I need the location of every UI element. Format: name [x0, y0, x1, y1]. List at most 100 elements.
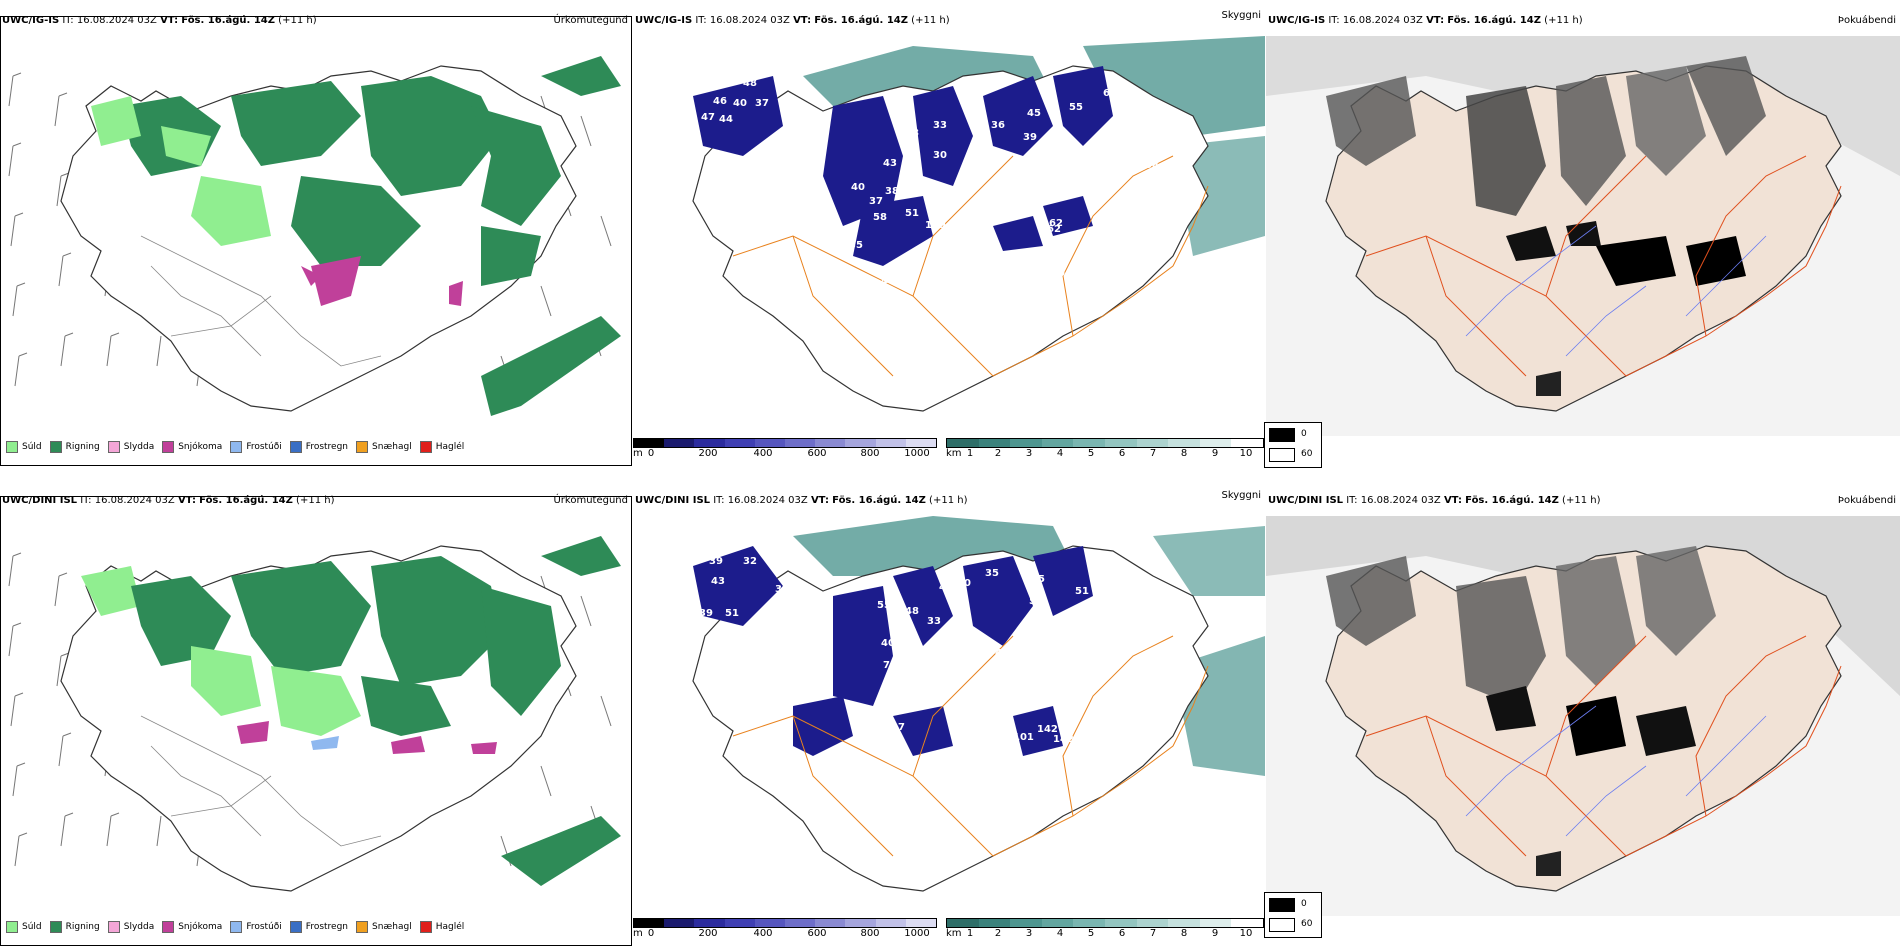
precip-map [1, 36, 630, 436]
map-frame [0, 16, 632, 466]
svg-text:43: 43 [883, 158, 897, 169]
svg-text:37: 37 [945, 253, 959, 264]
legend-item: Slydda [107, 441, 154, 453]
svg-text:74: 74 [923, 654, 937, 665]
svg-text:46: 46 [713, 96, 727, 107]
svg-text:125: 125 [1201, 264, 1222, 275]
svg-text:67: 67 [1051, 686, 1065, 697]
roads [140, 715, 382, 847]
precip-panel-top: UWC/IG-IS IT: 16.08.2024 03Z VT: Fös. 16… [0, 10, 632, 466]
svg-text:65: 65 [1103, 88, 1117, 99]
legend-item: Snæhagl [356, 921, 412, 933]
svg-text:58: 58 [1145, 160, 1159, 171]
legend-item: Haglél [419, 921, 464, 933]
legend-item: Snæhagl [356, 441, 412, 453]
legend-item: Frostregn [289, 921, 348, 933]
svg-text:456: 456 [1021, 46, 1042, 57]
cloud-base-areas [693, 546, 1093, 756]
panel-title: Skyggni [1221, 490, 1261, 501]
precip-legend: Súld Rigning Slydda Snjókoma Frostúði Fr… [6, 441, 464, 453]
precip-map-svg [8, 56, 621, 416]
panel-title: Þokuábendi [1837, 15, 1896, 26]
svg-text:39: 39 [1023, 132, 1037, 143]
precip-legend: Súld Rigning Slydda Snjókoma Frostúði Fr… [6, 921, 464, 933]
svg-text:35: 35 [849, 240, 863, 251]
svg-text:56: 56 [729, 540, 743, 551]
rivers [1465, 225, 1767, 357]
cloud-base-labels: 56 39 32 39 43 51 39 55 48 66 33 40 79 4… [699, 540, 1133, 761]
legend-item: Rigning [49, 441, 100, 453]
svg-text:60: 60 [1087, 606, 1101, 617]
svg-text:40: 40 [881, 638, 895, 649]
svg-text:58: 58 [873, 212, 887, 223]
model-name: UWC/IG-IS [2, 15, 60, 26]
legend-item: Súld [6, 921, 42, 933]
svg-text:188: 188 [993, 298, 1014, 309]
cloudbase-colorbar: m 0 200 400 600 800 1000 [633, 438, 943, 464]
svg-text:89: 89 [941, 206, 955, 217]
svg-text:51: 51 [905, 208, 919, 219]
svg-text:55: 55 [1069, 102, 1083, 113]
legend-item: Slydda [107, 921, 154, 933]
svg-text:40: 40 [939, 568, 953, 579]
fog-panel-top: UWC/IG-IS IT: 16.08.2024 03Z VT: Fös. 16… [1264, 10, 1900, 468]
svg-text:40: 40 [881, 276, 895, 287]
roads [732, 635, 1209, 857]
svg-text:51: 51 [1075, 586, 1089, 597]
visibility-colorbar: km 1 2 3 4 5 6 7 8 9 10 [946, 438, 1266, 464]
legend-item: Haglél [419, 441, 464, 453]
svg-text:48: 48 [743, 78, 757, 89]
cloudbase-unit: m [633, 448, 643, 459]
legend-item: Frostregn [289, 441, 348, 453]
precip-areas [91, 56, 621, 416]
roads [1365, 155, 1842, 377]
lead-time: (+11 h) [278, 15, 317, 26]
visibility-panel-bottom: UWC/DINI ISL IT: 16.08.2024 03Z VT: Fös.… [633, 490, 1265, 945]
svg-text:43: 43 [939, 582, 953, 593]
svg-text:79: 79 [883, 660, 897, 671]
svg-text:50: 50 [739, 156, 753, 167]
svg-text:47: 47 [891, 722, 905, 733]
legend-item: Snjókoma [162, 921, 222, 933]
svg-text:39: 39 [709, 556, 723, 567]
svg-text:76: 76 [1043, 650, 1057, 661]
panel-title: Úrkomutegund [553, 15, 628, 26]
svg-text:48: 48 [995, 648, 1009, 659]
cloud-base-areas [693, 66, 1113, 266]
svg-text:32: 32 [743, 556, 757, 567]
svg-text:45: 45 [875, 738, 889, 749]
svg-text:30: 30 [933, 150, 947, 161]
roads [140, 235, 382, 367]
panel-title: Úrkomutegund [553, 495, 628, 506]
svg-text:38: 38 [885, 186, 899, 197]
visibility-panel-top: UWC/IG-IS IT: 16.08.2024 03Z VT: Fös. 16… [633, 10, 1265, 465]
panel-header: UWC/IG-IS IT: 16.08.2024 03Z VT: Fös. 16… [1268, 15, 1583, 26]
fog-areas [1326, 56, 1766, 396]
cloud-base-labels: 456 48 46 40 37 47 44 36 50 43 40 38 37 … [701, 46, 1222, 309]
svg-text:37: 37 [869, 196, 883, 207]
panel-header: UWC/IG-IS IT: 16.08.2024 03Z VT: Fös. 16… [2, 15, 317, 26]
fog-areas [1326, 546, 1716, 876]
visibility-map: 56 39 32 39 43 51 39 55 48 66 33 40 79 4… [633, 516, 1265, 916]
svg-text:100: 100 [1095, 750, 1116, 761]
fog-legend: 0 60 [1264, 422, 1322, 468]
svg-text:129: 129 [925, 220, 946, 231]
valid-time: Fös. 16.ágú. 14Z [181, 15, 275, 26]
panel-title: Þokuábendi [1837, 495, 1896, 506]
svg-text:56: 56 [949, 716, 963, 727]
svg-text:45: 45 [1027, 108, 1041, 119]
svg-text:40: 40 [733, 98, 747, 109]
svg-text:36: 36 [991, 120, 1005, 131]
svg-text:47: 47 [701, 112, 715, 123]
fog-map [1266, 516, 1900, 916]
svg-text:33: 33 [927, 616, 941, 627]
svg-text:47: 47 [909, 644, 923, 655]
panel-header: UWC/DINI ISL IT: 16.08.2024 03Z VT: Fös.… [2, 495, 335, 506]
fog-map [1266, 36, 1900, 436]
svg-text:142: 142 [1037, 724, 1058, 735]
roads [732, 155, 1209, 377]
svg-text:38: 38 [905, 128, 919, 139]
svg-text:35: 35 [985, 568, 999, 579]
svg-text:37: 37 [755, 98, 769, 109]
svg-text:101: 101 [1089, 138, 1110, 149]
